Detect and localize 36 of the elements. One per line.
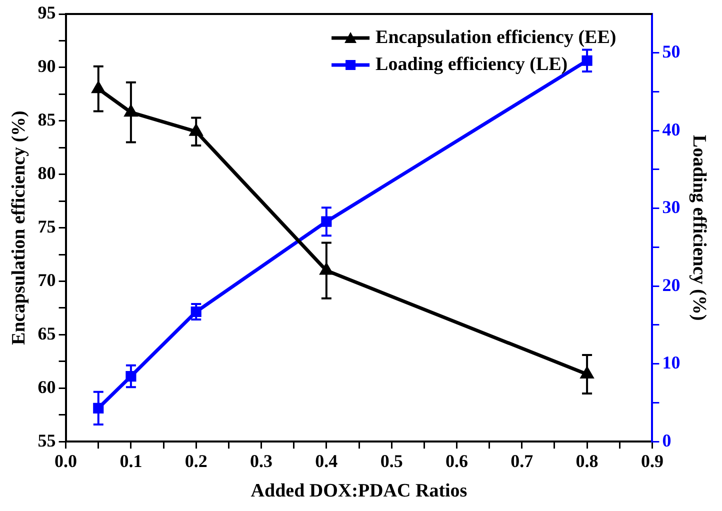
y2-tick-label: 50 <box>662 42 680 62</box>
x-tick-label: 0.8 <box>576 451 598 472</box>
y2-tick-label: 20 <box>662 274 680 295</box>
y-tick-label: 95 <box>38 2 56 23</box>
y-tick-label: 75 <box>38 216 56 236</box>
y-tick-label: 90 <box>38 56 56 76</box>
x-tick-label: 0.0 <box>54 451 78 472</box>
point <box>126 371 136 382</box>
point <box>582 55 592 66</box>
y-tick-label: 85 <box>38 110 56 130</box>
y2-tick-label: 40 <box>662 119 680 140</box>
y-axis-title: Encapsulation efficiency (%) <box>8 110 30 345</box>
y-tick-label: 80 <box>38 163 56 184</box>
point <box>93 402 104 414</box>
y-tick-label: 65 <box>38 323 56 344</box>
y-tick-label: 60 <box>38 376 56 397</box>
point <box>190 124 202 136</box>
x-tick-label: 0.3 <box>250 451 273 472</box>
y-tick-label: 55 <box>38 430 56 450</box>
x-tick-label: 0.9 <box>640 451 664 472</box>
x-tick-label: 0.6 <box>445 451 468 472</box>
point <box>321 216 332 227</box>
x-axis-title: Added DOX:PDAC Ratios <box>250 480 468 502</box>
legend-label: Loading efficiency (LE) <box>376 54 568 75</box>
x-tick-label: 0.1 <box>120 451 142 472</box>
x-tick-label: 0.2 <box>184 451 208 472</box>
x-tick-label: 0.4 <box>315 451 338 472</box>
legend-label: Encapsulation efficiency (EE) <box>376 26 616 48</box>
y2-tick-label: 30 <box>662 197 680 218</box>
y2-tick-label: 0 <box>662 430 672 450</box>
y2-tick-label: 10 <box>662 352 680 373</box>
y2-axis-title: Loading efficiency (%) <box>688 134 710 321</box>
point <box>320 264 333 275</box>
y-tick-label: 70 <box>38 270 56 290</box>
x-tick-label: 0.7 <box>510 451 534 472</box>
x-tick-label: 0.5 <box>380 451 403 472</box>
